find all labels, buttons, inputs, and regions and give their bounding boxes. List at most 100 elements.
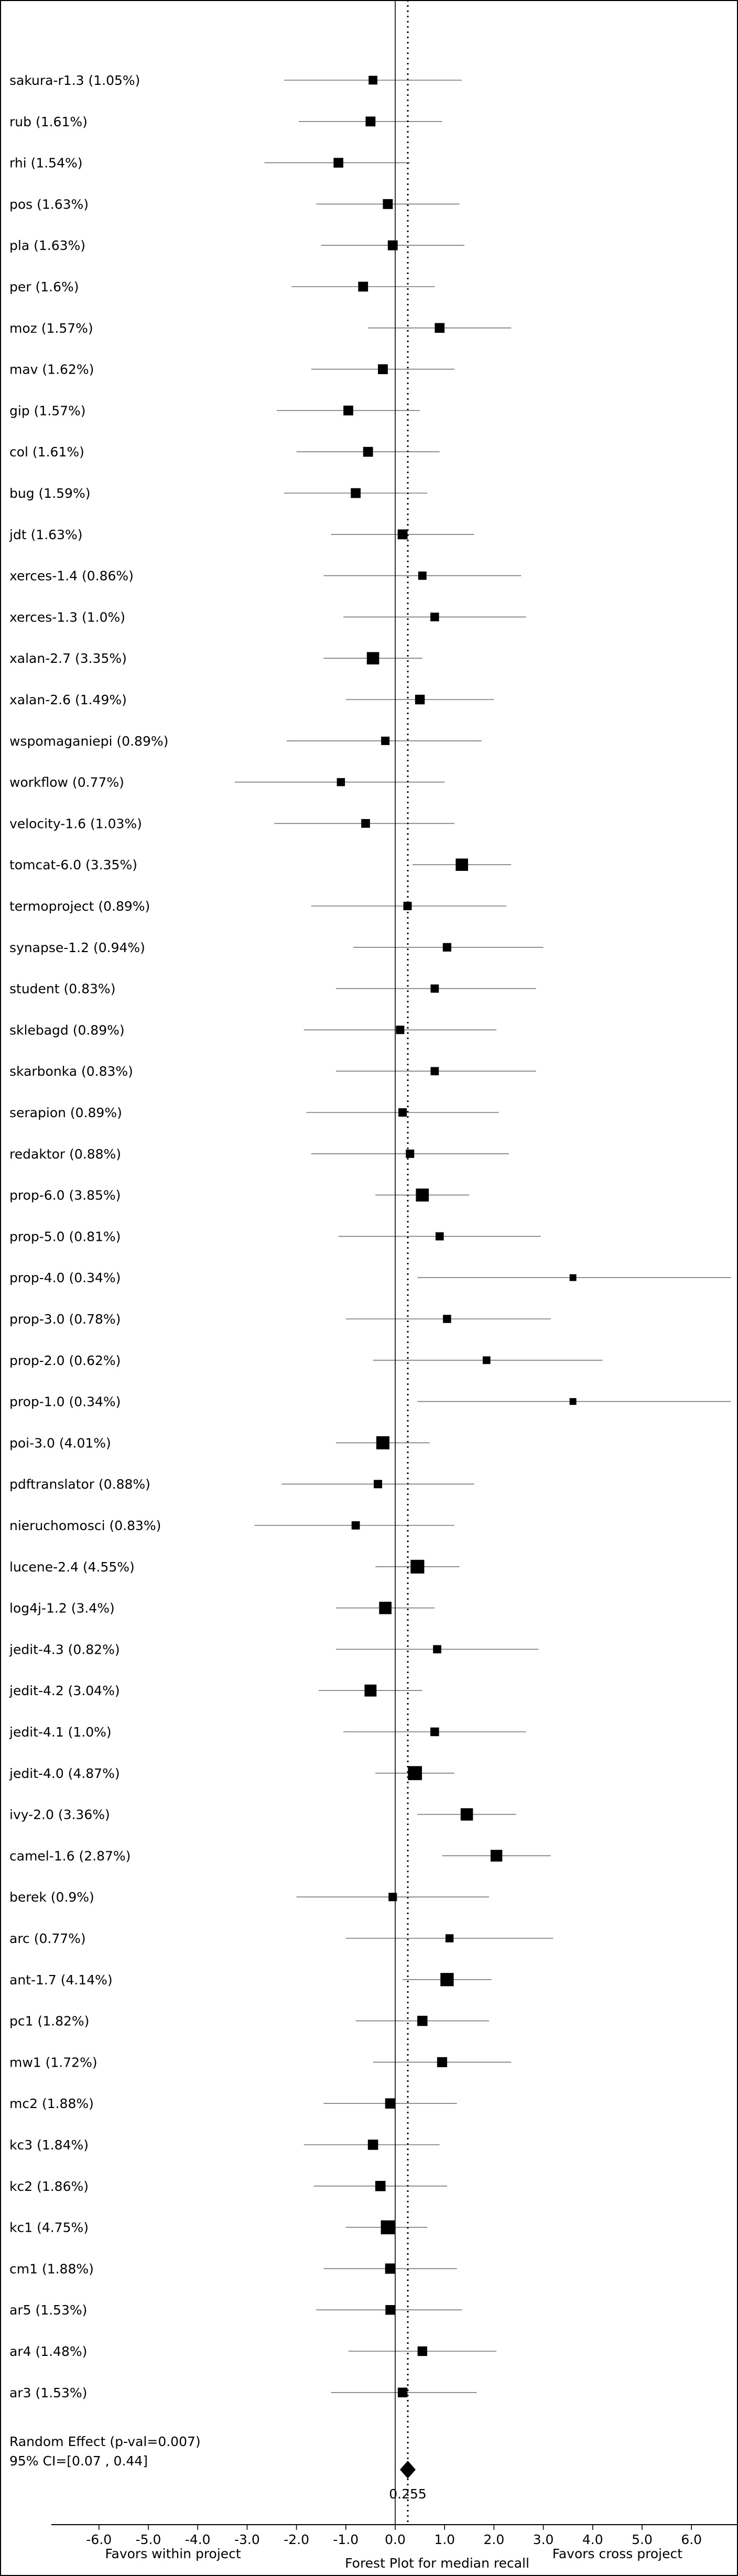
study-label: tomcat-6.0 (3.35%) (9, 857, 137, 872)
study-row: velocity-1.6 (1.03%) (9, 816, 455, 831)
x-tick-label: -4.0 (185, 2532, 211, 2547)
study-point (443, 1315, 451, 1323)
x-tick-label: 5.0 (632, 2532, 653, 2547)
study-label: termoproject (0.89%) (9, 899, 150, 914)
study-row: kc1 (4.75%) (9, 2220, 428, 2235)
study-label: prop-6.0 (3.85%) (9, 1188, 121, 1203)
study-point (460, 1808, 473, 1821)
study-point (433, 1645, 441, 1654)
study-label: log4j-1.2 (3.4%) (9, 1601, 115, 1616)
study-label: xerces-1.4 (0.86%) (9, 569, 134, 584)
study-label: workflow (0.77%) (9, 775, 124, 790)
study-row: student (0.83%) (9, 981, 536, 997)
study-point (381, 736, 390, 745)
study-label: prop-2.0 (0.62%) (9, 1353, 121, 1368)
study-label: pdftranslator (0.88%) (9, 1477, 150, 1492)
study-row: serapion (0.89%) (9, 1105, 499, 1120)
study-label: ivy-2.0 (3.36%) (9, 1807, 110, 1822)
study-point (364, 1684, 377, 1697)
summary-ci-text: 95% CI=[0.07 , 0.44] (9, 2453, 148, 2469)
study-row: prop-2.0 (0.62%) (9, 1353, 603, 1368)
study-row: skarbonka (0.83%) (9, 1064, 536, 1079)
study-row: pos (1.63%) (9, 197, 460, 212)
study-label: synapse-1.2 (0.94%) (9, 940, 145, 955)
study-row: ivy-2.0 (3.36%) (9, 1807, 516, 1822)
study-point (417, 2015, 428, 2026)
study-point (482, 1356, 491, 1365)
study-row: jdt (1.63%) (9, 527, 474, 542)
study-point (435, 1232, 444, 1241)
study-label: moz (1.57%) (9, 321, 93, 336)
study-label: sakura-r1.3 (1.05%) (9, 73, 140, 88)
study-row: camel-1.6 (2.87%) (9, 1848, 551, 1863)
study-row: synapse-1.2 (0.94%) (9, 940, 544, 955)
study-point (337, 778, 345, 787)
study-point (358, 281, 368, 292)
study-label: wspomaganiepi (0.89%) (9, 734, 168, 749)
study-label: jedit-4.1 (1.0%) (9, 1724, 112, 1740)
study-point (368, 75, 377, 85)
study-row: pla (1.63%) (9, 238, 464, 253)
study-rows: sakura-r1.3 (1.05%) rub (1.61%) rhi (1.54%… (9, 73, 731, 2400)
study-row: moz (1.57%) (9, 321, 512, 336)
study-row: prop-6.0 (3.85%) (9, 1188, 470, 1203)
study-label: gip (1.57%) (9, 403, 86, 418)
x-tick-label: 6.0 (681, 2532, 702, 2547)
study-point (430, 984, 439, 993)
study-label: redaktor (0.88%) (9, 1147, 121, 1162)
x-tick-label: 0.0 (385, 2532, 406, 2547)
study-point (417, 2346, 427, 2356)
study-label: xalan-2.6 (1.49%) (9, 692, 127, 707)
study-point (430, 1067, 439, 1076)
study-label: lucene-2.4 (4.55%) (9, 1559, 135, 1575)
study-label: xerces-1.3 (1.0%) (9, 609, 125, 625)
summary-label: Random Effect (p-val=0.007) (9, 2434, 201, 2449)
study-label: rhi (1.54%) (9, 156, 83, 171)
study-label: kc1 (4.75%) (9, 2220, 89, 2235)
study-row: prop-3.0 (0.78%) (9, 1312, 551, 1327)
study-point (430, 1727, 439, 1737)
study-row: arc (0.77%) (9, 1931, 554, 1946)
study-row: prop-1.0 (0.34%) (9, 1394, 731, 1410)
study-label: velocity-1.6 (1.03%) (9, 816, 142, 831)
study-point (379, 1601, 392, 1614)
study-point (569, 1398, 577, 1405)
study-label: pla (1.63%) (9, 238, 85, 253)
study-point (569, 1274, 577, 1281)
study-row: xerces-1.4 (0.86%) (9, 569, 522, 584)
study-label: jedit-4.3 (0.82%) (9, 1642, 120, 1657)
study-point (410, 1559, 425, 1574)
study-label: mc2 (1.88%) (9, 2096, 94, 2111)
study-label: ar5 (1.53%) (9, 2302, 87, 2318)
study-point (437, 2057, 448, 2067)
study-row: ar4 (1.48%) (9, 2344, 497, 2359)
study-point (383, 199, 393, 209)
study-label: rub (1.61%) (9, 114, 88, 129)
study-label: mw1 (1.72%) (9, 2055, 97, 2070)
study-point (375, 2181, 386, 2191)
study-row: ar5 (1.53%) (9, 2302, 462, 2318)
study-row: jedit-4.0 (4.87%) (9, 1766, 455, 1781)
study-point (455, 858, 468, 871)
study-label: arc (0.77%) (9, 1931, 86, 1946)
study-row: bug (1.59%) (9, 486, 428, 501)
x-tick-label: 3.0 (533, 2532, 554, 2547)
study-row: col (1.61%) (9, 444, 440, 460)
study-row: log4j-1.2 (3.4%) (9, 1601, 435, 1616)
study-label: ar3 (1.53%) (9, 2385, 87, 2400)
study-label: kc2 (1.86%) (9, 2179, 89, 2194)
study-row: pc1 (1.82%) (9, 2014, 489, 2029)
study-label: jedit-4.0 (4.87%) (9, 1766, 120, 1781)
study-row: poi-3.0 (4.01%) (9, 1435, 430, 1450)
study-point (385, 2305, 395, 2315)
study-point (442, 943, 452, 952)
study-row: ar3 (1.53%) (9, 2385, 477, 2400)
study-point (396, 1025, 405, 1034)
study-point (343, 406, 353, 416)
study-row: tomcat-6.0 (3.35%) (9, 857, 512, 872)
study-point (397, 529, 408, 540)
study-row: mc2 (1.88%) (9, 2096, 457, 2111)
study-label: jedit-4.2 (3.04%) (9, 1683, 120, 1698)
study-label: kc3 (1.84%) (9, 2137, 89, 2153)
